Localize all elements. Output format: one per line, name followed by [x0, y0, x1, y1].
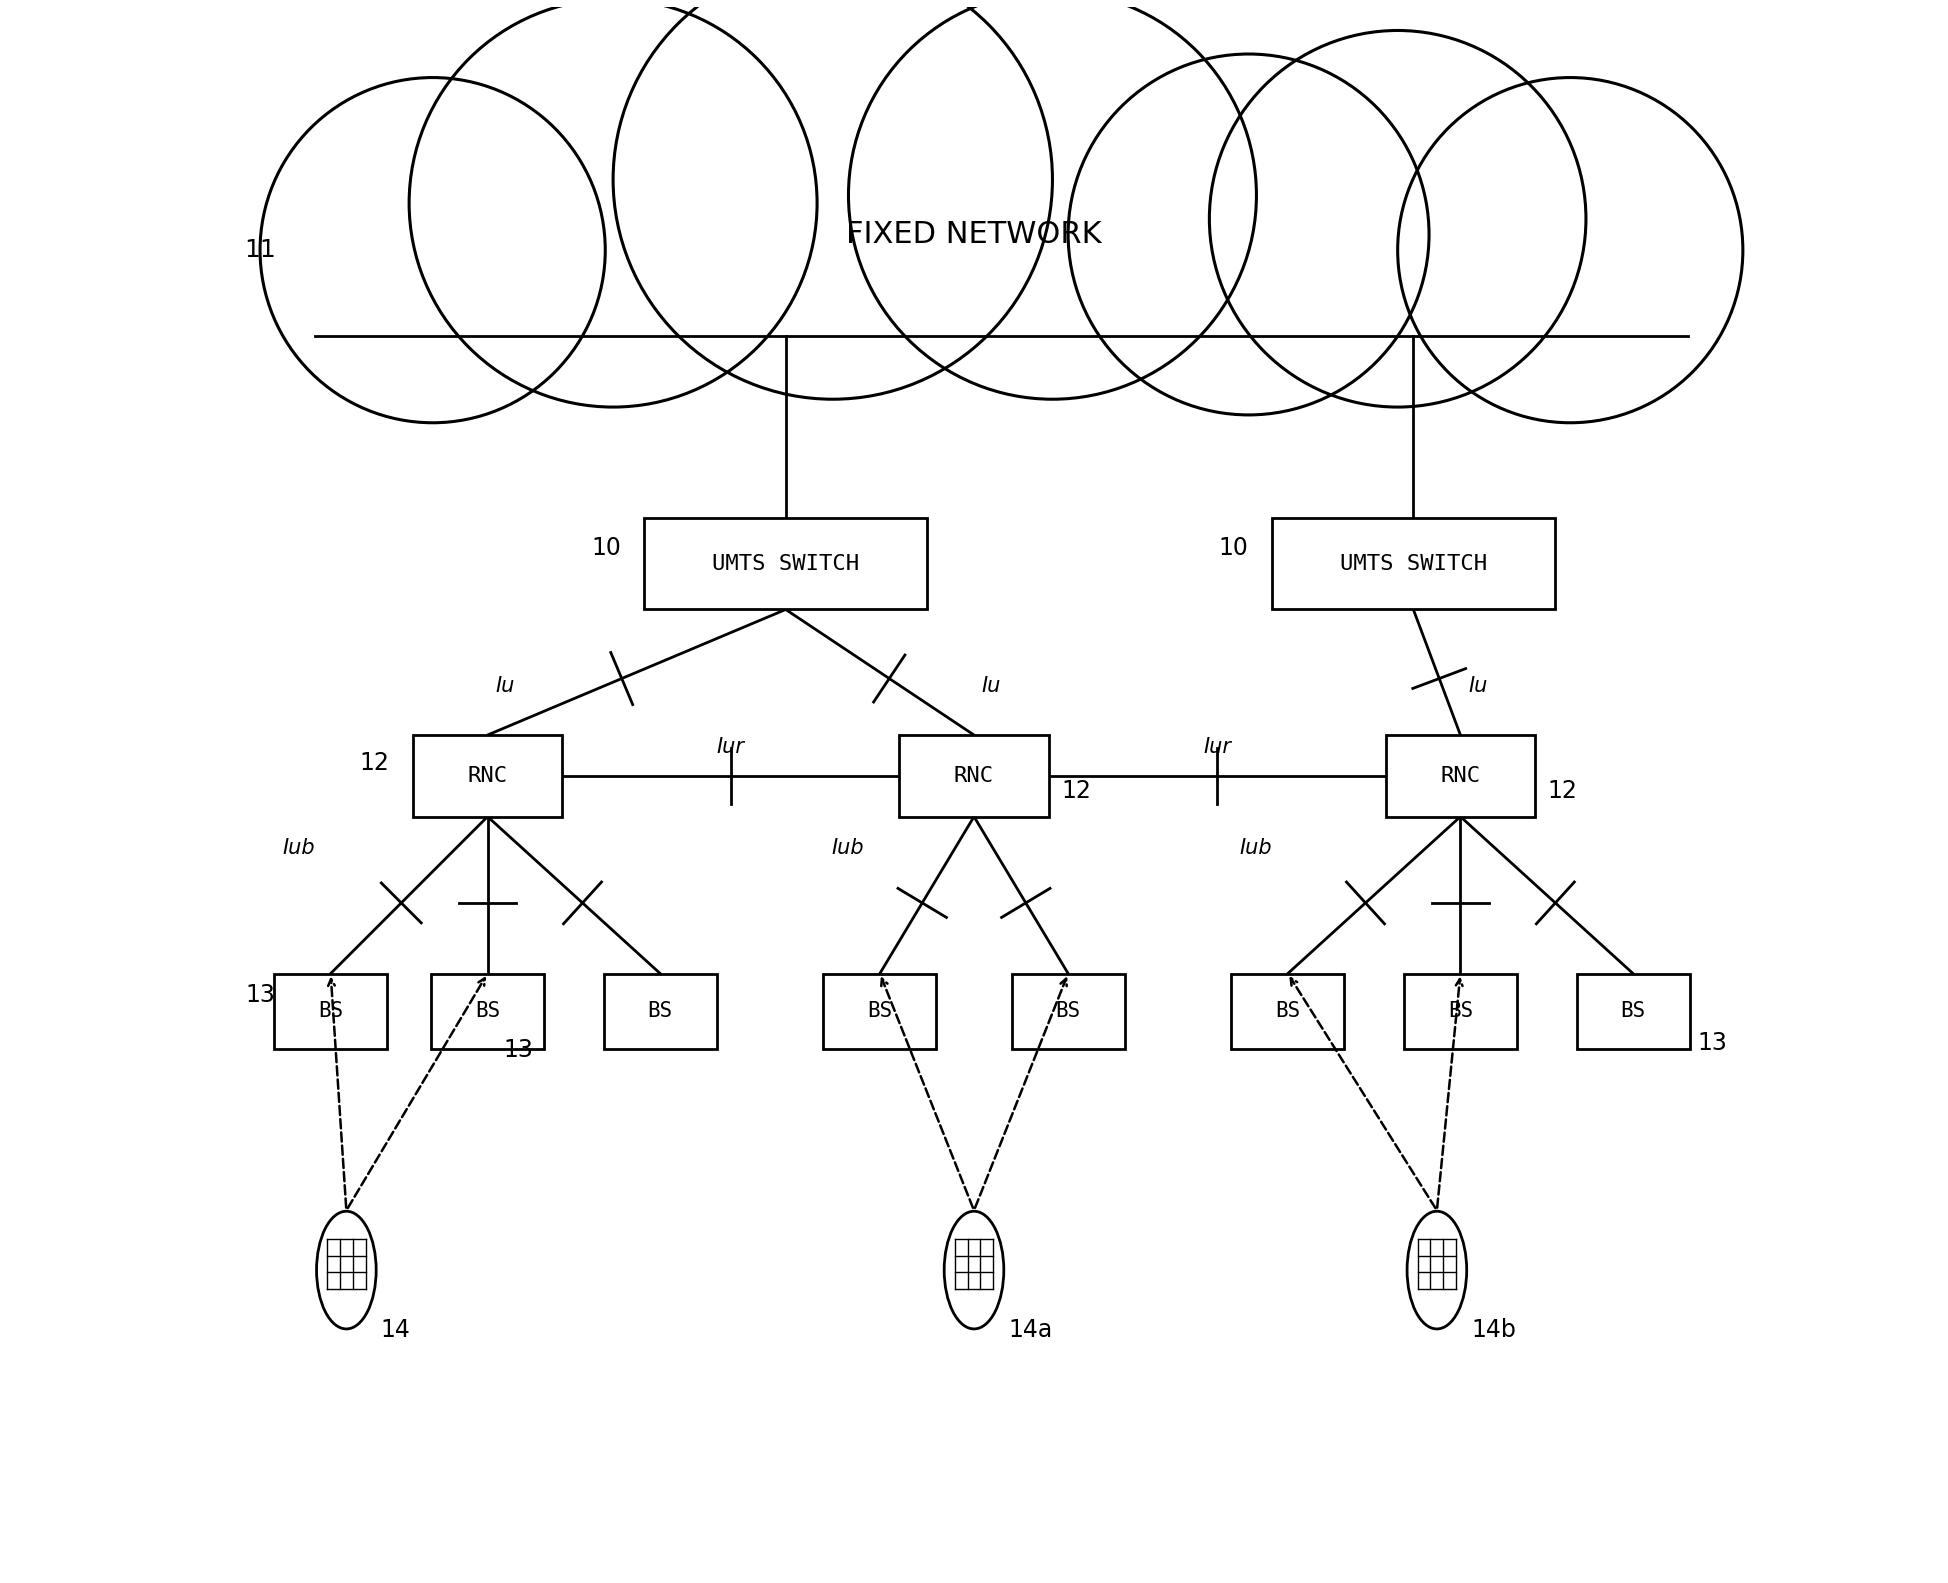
Text: 11: 11 — [244, 237, 277, 263]
Text: BS: BS — [867, 1000, 892, 1021]
Text: 10: 10 — [590, 537, 621, 560]
Circle shape — [259, 78, 606, 423]
Text: 14: 14 — [382, 1317, 411, 1342]
Ellipse shape — [945, 1211, 1003, 1328]
Text: BS: BS — [318, 1000, 343, 1021]
Text: BS: BS — [1447, 1000, 1473, 1021]
Text: 13: 13 — [503, 1038, 534, 1062]
FancyBboxPatch shape — [1272, 519, 1555, 609]
FancyBboxPatch shape — [834, 245, 1052, 337]
Text: FIXED NETWORK: FIXED NETWORK — [845, 220, 1103, 249]
FancyBboxPatch shape — [413, 735, 563, 817]
Text: BS: BS — [1056, 1000, 1081, 1021]
FancyBboxPatch shape — [300, 242, 1704, 337]
Circle shape — [409, 0, 816, 407]
Text: 12: 12 — [360, 752, 390, 776]
Ellipse shape — [1406, 1211, 1467, 1328]
FancyBboxPatch shape — [604, 974, 717, 1050]
Text: 13: 13 — [1697, 1031, 1728, 1054]
Text: 10: 10 — [1219, 537, 1249, 560]
Text: Iu: Iu — [495, 676, 514, 697]
Text: 14a: 14a — [1009, 1317, 1052, 1342]
Text: Iub: Iub — [1239, 837, 1272, 858]
FancyBboxPatch shape — [1011, 974, 1124, 1050]
Text: Iur: Iur — [1204, 738, 1231, 757]
FancyBboxPatch shape — [1576, 974, 1689, 1050]
Text: UMTS SWITCH: UMTS SWITCH — [1340, 554, 1486, 575]
FancyBboxPatch shape — [645, 519, 927, 609]
Text: 14b: 14b — [1471, 1317, 1516, 1342]
Text: Iu: Iu — [982, 676, 1001, 697]
FancyBboxPatch shape — [1385, 735, 1535, 817]
Text: RNC: RNC — [468, 766, 508, 785]
FancyBboxPatch shape — [1052, 256, 1249, 337]
Text: Iub: Iub — [282, 837, 316, 858]
Text: Iur: Iur — [717, 738, 744, 757]
Text: 12: 12 — [1062, 779, 1091, 804]
Text: BS: BS — [475, 1000, 501, 1021]
FancyBboxPatch shape — [1249, 288, 1397, 337]
FancyBboxPatch shape — [900, 735, 1048, 817]
Text: RNC: RNC — [1440, 766, 1480, 785]
FancyBboxPatch shape — [1405, 974, 1517, 1050]
Circle shape — [849, 0, 1256, 399]
Circle shape — [1210, 30, 1586, 407]
FancyBboxPatch shape — [275, 974, 388, 1050]
FancyBboxPatch shape — [614, 264, 834, 337]
FancyBboxPatch shape — [1397, 275, 1570, 337]
Ellipse shape — [316, 1211, 376, 1328]
Text: BS: BS — [1276, 1000, 1301, 1021]
Text: RNC: RNC — [955, 766, 993, 785]
Text: BS: BS — [647, 1000, 672, 1021]
Circle shape — [1397, 78, 1743, 423]
FancyBboxPatch shape — [432, 302, 614, 337]
Text: Iu: Iu — [1469, 676, 1488, 697]
FancyBboxPatch shape — [824, 974, 937, 1050]
Circle shape — [614, 0, 1052, 399]
Text: 12: 12 — [1547, 779, 1578, 804]
FancyBboxPatch shape — [1231, 974, 1344, 1050]
FancyBboxPatch shape — [431, 974, 543, 1050]
Text: 13: 13 — [245, 983, 277, 1007]
Text: BS: BS — [1621, 1000, 1646, 1021]
Text: UMTS SWITCH: UMTS SWITCH — [713, 554, 859, 575]
Text: Iub: Iub — [832, 837, 865, 858]
Circle shape — [1068, 54, 1430, 415]
